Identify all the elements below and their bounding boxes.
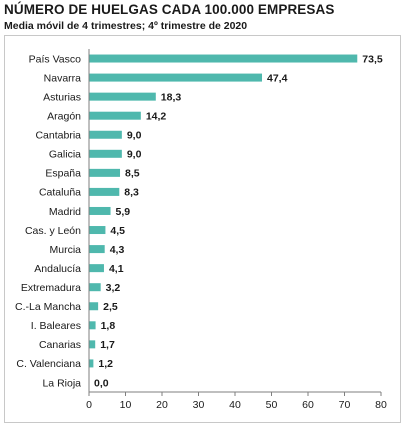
bar <box>89 340 96 349</box>
bar <box>89 73 263 82</box>
category-label: Cantabria <box>35 130 81 142</box>
bar <box>89 187 120 196</box>
chart-title: NÚMERO DE HUELGAS CADA 100.000 EMPRESAS <box>4 2 335 17</box>
category-label: Galicia <box>49 149 81 161</box>
x-tick-label: 70 <box>339 399 351 411</box>
category-label: C.-La Mancha <box>15 301 81 313</box>
value-label: 9,0 <box>127 130 142 142</box>
category-label: Cataluña <box>39 187 81 199</box>
bar <box>89 92 156 101</box>
value-label: 0,0 <box>94 377 109 389</box>
bar <box>89 226 106 235</box>
x-tick-label: 20 <box>156 399 168 411</box>
bar <box>89 206 111 215</box>
value-label: 18,3 <box>161 91 182 103</box>
bar <box>89 321 96 330</box>
bar <box>89 111 141 120</box>
bar <box>89 264 104 273</box>
value-label: 4,5 <box>110 225 125 237</box>
x-tick-label: 40 <box>229 399 241 411</box>
category-label: País Vasco <box>29 53 81 65</box>
value-label: 1,8 <box>101 320 116 332</box>
bar <box>89 359 94 368</box>
category-label: Navarra <box>44 72 82 84</box>
value-label: 73,5 <box>362 53 383 65</box>
bar <box>89 130 122 139</box>
category-label: España <box>45 168 81 180</box>
category-label: Murcia <box>49 244 81 256</box>
bar <box>89 302 99 311</box>
value-label: 14,2 <box>146 110 167 122</box>
category-label: Canarias <box>39 339 81 351</box>
category-label: I. Baleares <box>31 320 81 332</box>
x-tick-label: 0 <box>86 399 92 411</box>
bar <box>89 283 101 292</box>
bar <box>89 54 358 63</box>
x-tick-label: 80 <box>375 399 387 411</box>
category-label: La Rioja <box>42 377 81 389</box>
category-label: Andalucía <box>34 263 81 275</box>
value-label: 4,1 <box>109 263 124 275</box>
chart-frame <box>4 35 401 423</box>
chart-subtitle: Media móvil de 4 trimestres; 4º trimestr… <box>4 20 248 32</box>
x-tick-label: 60 <box>302 399 314 411</box>
category-label: Aragón <box>47 110 81 122</box>
bar <box>89 149 122 158</box>
category-label: Cas. y León <box>25 225 81 237</box>
x-tick-label: 30 <box>193 399 205 411</box>
category-label: Extremadura <box>21 282 81 294</box>
value-label: 8,5 <box>125 168 140 180</box>
bar <box>89 168 121 177</box>
value-label: 5,9 <box>116 206 131 218</box>
value-label: 1,2 <box>98 358 113 370</box>
value-label: 2,5 <box>103 301 118 313</box>
value-label: 3,2 <box>106 282 121 294</box>
value-label: 47,4 <box>267 72 288 84</box>
category-label: Asturias <box>43 91 81 103</box>
value-label: 8,3 <box>124 187 139 199</box>
x-tick-label: 10 <box>120 399 132 411</box>
value-label: 4,3 <box>110 244 125 256</box>
x-tick-label: 50 <box>266 399 278 411</box>
category-label: Madrid <box>49 206 81 218</box>
value-label: 1,7 <box>100 339 115 351</box>
value-label: 9,0 <box>127 149 142 161</box>
bar <box>89 245 105 254</box>
category-label: C. Valenciana <box>16 358 81 370</box>
